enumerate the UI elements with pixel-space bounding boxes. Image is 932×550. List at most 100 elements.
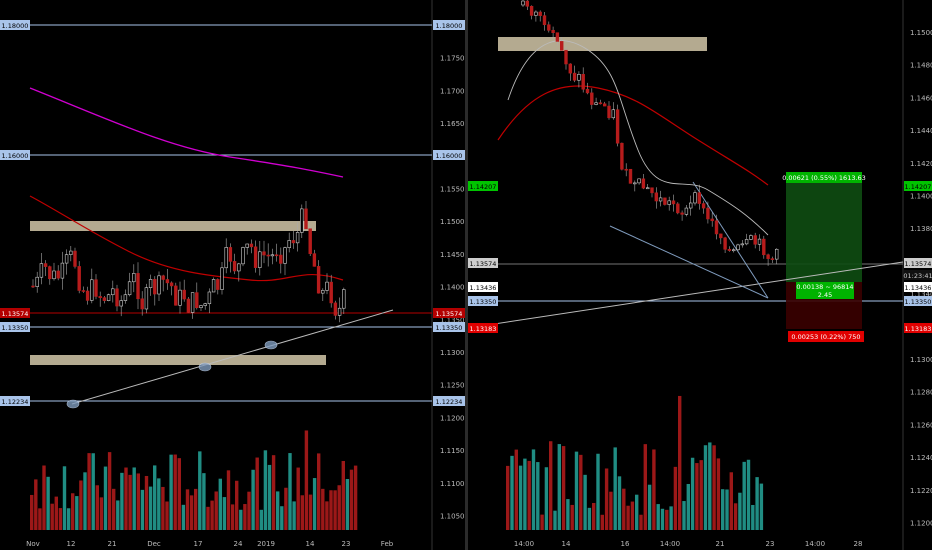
price-tick-label: 1.15000: [440, 218, 465, 226]
volume-bar: [259, 509, 263, 530]
volume-bar: [202, 473, 206, 530]
volume-bar: [729, 472, 733, 530]
moving-average-mid: [29, 195, 344, 282]
pane-divider[interactable]: [465, 0, 468, 550]
price-tick-label: 1.12600: [910, 421, 932, 429]
volume-bar: [144, 475, 149, 530]
volume-bar: [304, 430, 309, 530]
resistance-zone[interactable]: [498, 37, 707, 51]
target-zone[interactable]: [786, 182, 862, 282]
volume-bar: [574, 451, 579, 530]
volume-bar: [169, 454, 173, 530]
volume-bar: [566, 499, 570, 530]
candle-body: [43, 263, 48, 267]
candle-body: [534, 11, 538, 16]
date-tick-label: 23: [766, 540, 775, 548]
volume-bar: [583, 474, 587, 530]
volume-bar: [703, 445, 708, 530]
volume-bar: [46, 476, 50, 530]
candle-body: [316, 266, 321, 294]
candle-body: [140, 298, 144, 310]
volume-bar: [721, 489, 725, 530]
candle-body: [90, 279, 94, 301]
volume-bar: [312, 478, 317, 530]
volume-bar: [725, 489, 729, 530]
volume-bar: [103, 466, 108, 530]
volume-bar: [239, 509, 243, 530]
price-level-badge: [904, 282, 932, 292]
price-level-badge-left: [468, 323, 498, 333]
candle-body: [56, 270, 60, 279]
price-level-badge-left: [468, 181, 498, 191]
candle-body: [676, 203, 680, 214]
volume-bar: [742, 461, 746, 530]
target-label: 0.00621 (0.55%) 1613.63: [782, 174, 866, 182]
price-level-badge-left: [468, 282, 498, 292]
volume-bar: [635, 494, 639, 530]
volume-bar: [329, 490, 333, 530]
channel-lower-line[interactable]: [609, 225, 769, 299]
right-chart-pane[interactable]: 1.15000 1.14800 1.14600 1.14400 1.14200 1.140…: [468, 0, 932, 550]
candle-body: [551, 29, 555, 33]
candle-body: [115, 288, 119, 307]
price-tick-label: 1.14800: [910, 62, 932, 70]
price-tick-label: 1.14400: [910, 127, 932, 135]
volume-bar: [746, 459, 751, 530]
candle-body: [607, 105, 611, 119]
volume-bar: [738, 492, 742, 530]
support-zone[interactable]: [30, 355, 326, 365]
volume-bar: [656, 504, 660, 530]
volume-bar: [185, 489, 190, 530]
volume-bar: [243, 504, 247, 530]
volume-bar: [630, 501, 635, 530]
candle-body: [119, 300, 123, 307]
candle-body: [671, 200, 676, 205]
candle-body: [736, 244, 740, 251]
candle-body: [749, 235, 753, 240]
price-tick-label: 1.17000: [440, 87, 465, 95]
uptrend-line[interactable]: [468, 261, 904, 329]
candle-body: [279, 254, 283, 264]
volume-bar: [579, 454, 583, 530]
left-chart-pane[interactable]: 1.18000 1.17500 1.17000 1.16500 1.16000 1.155…: [0, 0, 465, 550]
price-level-badge-text: 1.18000: [436, 22, 463, 30]
right-chart[interactable]: 1.15000 1.14800 1.14600 1.14400 1.14200 1.140…: [468, 0, 932, 550]
candle-body: [572, 72, 577, 81]
candle-body: [697, 192, 701, 204]
candle-body: [81, 290, 86, 292]
volume-bar: [570, 504, 574, 530]
candle-body: [538, 11, 542, 16]
candle-body: [111, 288, 115, 296]
volume-bar: [639, 514, 643, 530]
price-tick-label: 1.12400: [910, 454, 932, 462]
resistance-zone[interactable]: [30, 221, 316, 231]
entry-label-1: 0.00138 ~ 96814: [796, 283, 853, 291]
volume-bar: [536, 462, 540, 530]
price-level-badge-left-text: 1.13350: [2, 324, 29, 332]
candle-body: [169, 282, 174, 287]
volume-bar: [592, 502, 596, 530]
date-tick-label: 23: [342, 540, 351, 548]
candle-body: [174, 285, 178, 306]
candle-body: [274, 254, 279, 257]
left-chart[interactable]: 1.18000 1.17500 1.17000 1.16500 1.16000 1.155…: [0, 0, 465, 550]
uptrend-line[interactable]: [71, 309, 394, 405]
volume-bar: [62, 466, 67, 530]
volume-bar: [712, 445, 716, 530]
candle-body: [342, 289, 346, 309]
candle-body: [521, 0, 525, 6]
price-level-badge-text: 1.12234: [436, 398, 463, 406]
date-tick-label: 12: [67, 540, 76, 548]
candle-body: [312, 253, 317, 267]
volume-bar: [276, 491, 280, 530]
price-level-badge-left: [0, 308, 30, 318]
volume-bar: [643, 444, 647, 530]
price-tick-label: 1.13500: [440, 316, 465, 324]
channel-upper-line[interactable]: [692, 181, 769, 299]
candle-body: [325, 281, 329, 291]
volume-bar: [325, 501, 329, 530]
volume-bar: [157, 478, 161, 530]
price-level-badge-text: 01:23:41: [903, 272, 932, 280]
candle-body: [98, 296, 102, 298]
volume-bar: [194, 488, 198, 530]
